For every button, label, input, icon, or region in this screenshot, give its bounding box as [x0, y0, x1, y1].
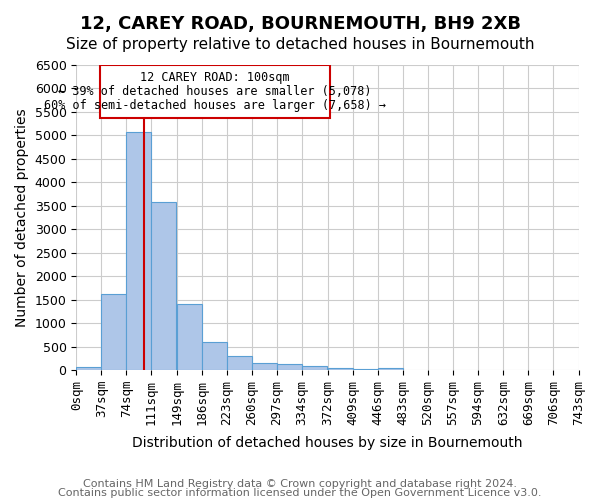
Bar	[227, 356, 252, 370]
Bar	[151, 202, 176, 370]
Bar	[252, 363, 277, 370]
Text: 12 CAREY ROAD: 100sqm: 12 CAREY ROAD: 100sqm	[140, 70, 290, 84]
FancyBboxPatch shape	[100, 66, 330, 118]
Bar	[353, 369, 378, 370]
Y-axis label: Number of detached properties: Number of detached properties	[15, 108, 29, 327]
Bar	[378, 368, 403, 370]
Text: Contains public sector information licensed under the Open Government Licence v3: Contains public sector information licen…	[58, 488, 542, 498]
Bar	[126, 132, 151, 370]
Bar	[76, 366, 101, 370]
Bar	[101, 294, 126, 370]
Text: 60% of semi-detached houses are larger (7,658) →: 60% of semi-detached houses are larger (…	[44, 100, 386, 112]
Text: Contains HM Land Registry data © Crown copyright and database right 2024.: Contains HM Land Registry data © Crown c…	[83, 479, 517, 489]
Text: ← 39% of detached houses are smaller (5,078): ← 39% of detached houses are smaller (5,…	[58, 85, 371, 98]
Text: Size of property relative to detached houses in Bournemouth: Size of property relative to detached ho…	[66, 38, 534, 52]
X-axis label: Distribution of detached houses by size in Bournemouth: Distribution of detached houses by size …	[132, 436, 523, 450]
Bar	[302, 366, 327, 370]
Bar	[202, 342, 227, 370]
Bar	[177, 304, 202, 370]
Bar	[277, 364, 302, 370]
Text: 12, CAREY ROAD, BOURNEMOUTH, BH9 2XB: 12, CAREY ROAD, BOURNEMOUTH, BH9 2XB	[79, 15, 521, 33]
Bar	[328, 368, 353, 370]
